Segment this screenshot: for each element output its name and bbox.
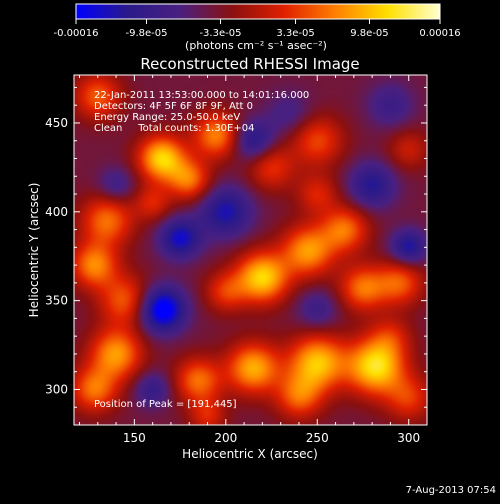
y-tick-label: 300 [45,382,68,396]
colorbar-tick-label: 9.8e-05 [350,28,388,39]
info-line-3: Energy Range: 25.0-50.0 keV [94,112,240,123]
y-axis-label: Heliocentric Y (arcsec) [27,183,41,318]
colorbar-ticks: -0.00016 -9.8e-05 -3.3e-05 3.3e-05 9.8e-05 0.… [54,19,461,39]
y-tick-label: 450 [45,116,68,130]
info-line-2: Detectors: 4F 5F 6F 8F 9F, Att 0 [94,101,253,112]
colorbar-tick-label: -3.3e-05 [199,28,241,39]
info-line-1: 22-Jan-2011 13:53:00.000 to 14:01:16.000 [94,90,309,101]
x-axis: 150 200 250 300 [78,75,428,445]
peak-position-label: Position of Peak = [191,445] [94,399,237,410]
x-axis-label: Heliocentric X (arcsec) [182,447,318,461]
colorbar-unit-label: (photons cm⁻² s⁻¹ asec⁻²) [185,39,327,52]
footer-date: 7-Aug-2013 07:54 [406,485,496,496]
y-axis: 300 350 400 450 [45,86,427,408]
colorbar [75,3,441,20]
x-tick-label: 250 [306,431,329,445]
info-line-4: Clean Total counts: 1.30E+04 [94,123,254,134]
chart-title: Reconstructed RHESSI Image [140,55,359,73]
heatmap-image [74,75,427,425]
colorbar-tick-label: -9.8e-05 [126,28,168,39]
x-tick-label: 150 [123,431,146,445]
y-tick-label: 350 [45,294,68,308]
y-tick-label: 400 [45,205,68,219]
plot-frame [73,74,428,426]
colorbar-tick-label: -0.00016 [54,28,99,39]
colorbar-tick-label: 0.00016 [419,28,460,39]
x-tick-label: 200 [214,431,237,445]
x-tick-label: 300 [397,431,420,445]
colorbar-tick-label: 3.3e-05 [276,28,314,39]
